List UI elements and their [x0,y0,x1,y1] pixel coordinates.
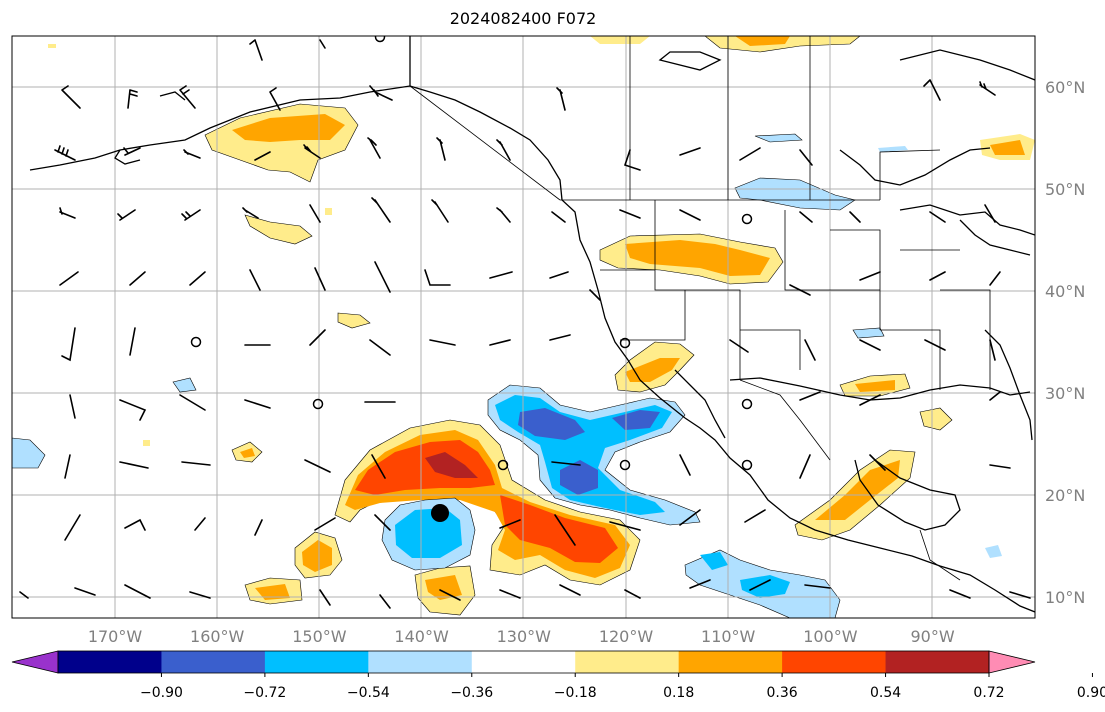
colorbar-tick-label: −0.72 [243,685,286,701]
colorbar-tick-label: 0.54 [870,685,901,701]
lon-label: 120°W [599,627,654,646]
graticule [12,36,1035,618]
lat-label: 20°N [1045,486,1085,505]
colorbar-tick-label: 0.36 [767,685,798,701]
lon-label: 150°W [292,627,347,646]
lon-label: 170°W [88,627,143,646]
lon-label: 130°W [497,627,552,646]
colorbar-tick-label: −0.18 [554,685,597,701]
colorbar-extend-max [988,650,1036,674]
storm-marker-dot [431,504,449,522]
lat-label: 40°N [1045,282,1085,301]
colorbar-tick-label: 0.90 [1077,685,1105,701]
colorbar-segment [782,651,887,673]
colorbar-tick-label: −0.90 [140,685,183,701]
map-area [12,36,1035,618]
lon-label: 90°W [911,627,955,646]
lon-label: 140°W [394,627,449,646]
colorbar-outline [57,650,990,674]
map-frame [11,35,1036,619]
colorbar-tick-label: 0.72 [973,685,1004,701]
colorbar-segment [885,651,990,673]
colorbar-tick-labels: −0.90 −0.72 −0.54 −0.36 −0.18 0.18 0.36 0.54 0.7… [140,673,1105,701]
colorbar-segment [58,651,162,673]
colorbar-tick-label: 0.18 [663,685,694,701]
lon-label: 100°W [803,627,858,646]
lat-label: 30°N [1045,384,1085,403]
political-borders [409,36,991,581]
colorbar-segment [264,651,369,673]
chart-title: 2024082400 F072 [449,9,597,28]
colorbar-tick-label: −0.36 [450,685,493,701]
lon-label: 160°W [190,627,245,646]
colorbar [11,650,1036,674]
colorbar-tick-label: −0.54 [347,685,390,701]
colorbar-segment [161,651,266,673]
lon-label: 110°W [701,627,756,646]
wind-barbs [19,36,1031,609]
lat-label: 10°N [1045,588,1085,607]
colorbar-segment [678,651,783,673]
lat-label: 60°N [1045,78,1085,97]
colorbar-segment [368,651,473,673]
colorbar-segment [575,651,680,673]
colorbar-segment [471,651,576,673]
longitude-labels: 170°W 160°W 150°W 140°W 130°W 120°W 110°W 100°W… [88,627,955,646]
latitude-labels: 60°N 50°N 40°N 30°N 20°N 10°N [1045,78,1085,607]
colorbar-extend-min [11,650,59,674]
coastlines [29,36,1035,613]
lat-label: 50°N [1045,180,1085,199]
